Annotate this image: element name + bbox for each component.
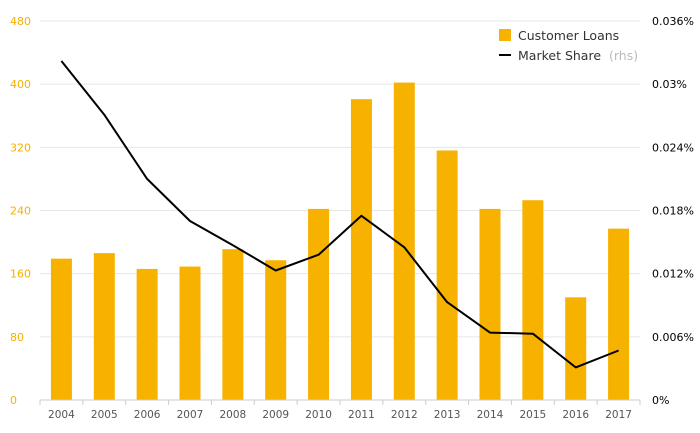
right-y-axis-ticks: 0% 0.006% 0.012% 0.018% 0.024% 0.03% 0.036% <box>652 15 694 407</box>
right-tick-label: 0.018% <box>652 205 694 218</box>
right-tick-label: 0.024% <box>652 141 694 154</box>
x-tick-label: 2016 <box>562 409 589 421</box>
x-tick-label: 2006 <box>134 409 161 421</box>
right-tick-label: 0.036% <box>652 15 694 28</box>
x-tick-label: 2004 <box>48 409 75 421</box>
x-tick-label: 2010 <box>305 409 332 421</box>
line-series-market-share <box>60 60 619 369</box>
bar-2004 <box>50 258 72 400</box>
x-axis-ticks: 2004 2005 2006 2007 2008 2009 2010 2011 2012 2013… <box>39 400 641 421</box>
left-tick-label: 160 <box>10 268 31 281</box>
legend-swatch-customer-loans <box>499 29 511 41</box>
bar-2014 <box>479 208 501 400</box>
left-tick-label: 400 <box>10 78 31 91</box>
gridlines <box>40 20 640 338</box>
right-tick-label: 0% <box>652 394 669 407</box>
market-share-line <box>60 60 619 369</box>
legend-label-customer-loans: Customer Loans <box>518 28 619 43</box>
x-tick-label: 2012 <box>391 409 418 421</box>
right-tick-label: 0.03% <box>652 78 687 91</box>
left-tick-label: 480 <box>10 15 31 28</box>
legend-label-market-share-name: Market Share <box>518 48 601 63</box>
x-tick-label: 2005 <box>91 409 118 421</box>
bar-2012 <box>393 82 415 401</box>
legend-item-customer-loans: Customer Loans <box>499 28 619 43</box>
legend-label-market-share-suffix: (rhs) <box>609 48 638 63</box>
bar-2017 <box>608 228 630 400</box>
bar-2006 <box>136 268 158 400</box>
bar-2007 <box>179 266 201 400</box>
bar-2005 <box>93 253 115 400</box>
x-tick-label: 2008 <box>219 409 246 421</box>
bar-2016 <box>565 297 587 400</box>
left-tick-label: 320 <box>10 141 31 154</box>
x-tick-label: 2011 <box>348 409 375 421</box>
bar-2015 <box>522 200 544 400</box>
bar-2011 <box>350 99 372 400</box>
x-tick-label: 2013 <box>434 409 461 421</box>
legend-item-market-share: Market Share (rhs) <box>499 48 638 63</box>
x-tick-label: 2014 <box>477 409 504 421</box>
left-y-axis-ticks: 0 80 160 240 320 400 480 <box>10 15 31 407</box>
x-tick-label: 2015 <box>519 409 546 421</box>
left-tick-label: 80 <box>10 331 24 344</box>
bar-series-customer-loans <box>50 82 630 401</box>
x-tick-label: 2017 <box>605 409 632 421</box>
right-tick-label: 0.012% <box>652 268 694 281</box>
bar-2010 <box>308 208 330 400</box>
right-tick-label: 0.006% <box>652 331 694 344</box>
bar-2009 <box>265 260 287 400</box>
legend-label-market-share: Market Share (rhs) <box>518 48 638 63</box>
x-tick-label: 2009 <box>262 409 289 421</box>
x-tick-label: 2007 <box>177 409 204 421</box>
left-tick-label: 240 <box>10 205 31 218</box>
bar-2008 <box>222 249 244 400</box>
bar-2013 <box>436 150 458 400</box>
legend: Customer Loans Market Share (rhs) <box>499 28 638 63</box>
left-tick-label: 0 <box>10 394 17 407</box>
